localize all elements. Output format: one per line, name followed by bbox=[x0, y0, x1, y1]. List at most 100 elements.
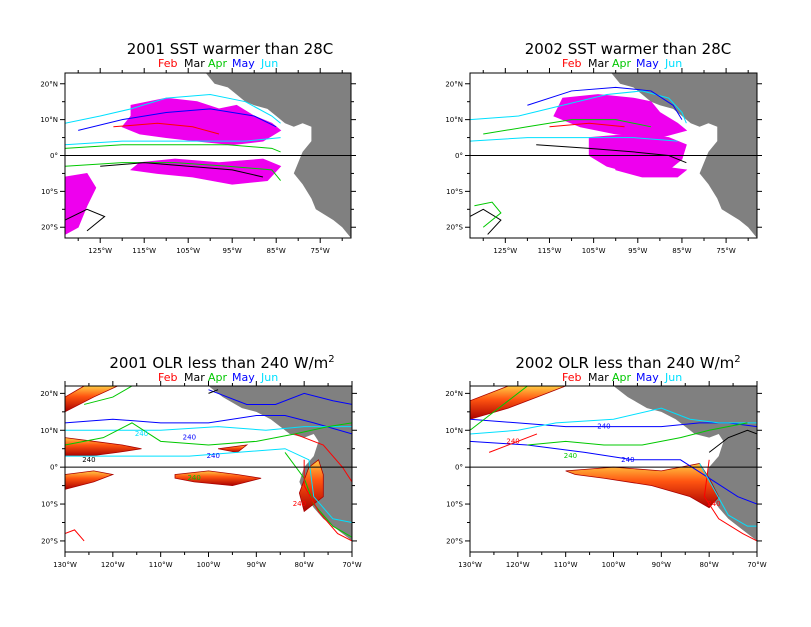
contour-line-apr bbox=[65, 422, 352, 446]
contour-label: 240 bbox=[183, 434, 196, 442]
contour-line-apr bbox=[474, 201, 502, 228]
y-tick-label: 10°S bbox=[446, 501, 463, 509]
contour-label: 240 bbox=[293, 500, 306, 508]
y-tick-label: 10°N bbox=[40, 116, 58, 124]
contour-line-mar bbox=[536, 144, 687, 164]
shaded-region bbox=[565, 463, 720, 509]
plot-area: 240 240 240 240 240 130°W 120°W 110°W 100°W 90°W 8… bbox=[445, 381, 767, 569]
panel-title-text: 2001 OLR less than 240 W/m bbox=[109, 354, 328, 372]
y-tick-label: 0° bbox=[50, 152, 58, 160]
x-tick-label: 80°W bbox=[699, 561, 718, 569]
plot-content: 240 240 240 240 240 bbox=[470, 386, 757, 542]
x-tick-label: 130°W bbox=[53, 561, 77, 569]
contour-line-mar bbox=[100, 162, 264, 178]
y-tick-label: 10°N bbox=[445, 427, 463, 435]
contour-line-apr bbox=[284, 452, 352, 538]
legend-entry-mar: Mar bbox=[184, 57, 205, 70]
x-tick-label: 95°W bbox=[628, 247, 647, 255]
y-tick-label: 10°N bbox=[445, 116, 463, 124]
x-tick-label: 95°W bbox=[223, 247, 242, 255]
legend: Feb Mar Apr May Jun bbox=[158, 57, 278, 70]
y-tick-label: 20°N bbox=[445, 80, 463, 88]
legend-entry-jun: Jun bbox=[260, 57, 278, 70]
legend-entry-mar: Mar bbox=[588, 371, 609, 384]
y-tick-label: 20°S bbox=[41, 224, 58, 232]
legend-entry-may: May bbox=[232, 57, 255, 70]
contour-line-apr bbox=[65, 144, 281, 153]
contour-line-mar bbox=[708, 429, 757, 453]
panel-olr-2001: 2001 OLR less than 240 W/m2 Feb Mar Apr May… bbox=[40, 354, 361, 569]
panel-title: 2001 SST warmer than 28C bbox=[127, 40, 333, 58]
legend-entry-jun: Jun bbox=[260, 371, 278, 384]
x-tick-label: 70°W bbox=[342, 561, 361, 569]
legend-entry-feb: Feb bbox=[158, 371, 177, 384]
panel-title: 2002 SST warmer than 28C bbox=[525, 40, 731, 58]
contour-line-feb bbox=[113, 122, 220, 135]
contour-line-jun bbox=[470, 137, 678, 142]
legend-entry-mar: Mar bbox=[184, 371, 205, 384]
x-tick-label: 105°W bbox=[582, 247, 606, 255]
contour-label: 240 bbox=[82, 456, 95, 464]
panel-title-sup: 2 bbox=[328, 354, 334, 365]
legend-entry-feb: Feb bbox=[158, 57, 177, 70]
contour-label: 240 bbox=[187, 474, 200, 482]
legend-entry-apr: Apr bbox=[612, 57, 632, 70]
land-mass bbox=[205, 73, 351, 238]
contour-line-may bbox=[208, 389, 352, 405]
x-tick-label: 85°W bbox=[267, 247, 286, 255]
contour-label: 240 bbox=[506, 437, 519, 445]
x-tick-label: 120°W bbox=[506, 561, 530, 569]
shaded-region bbox=[588, 133, 687, 174]
x-tick-label: 130°W bbox=[458, 561, 482, 569]
legend: Feb Mar Apr May Jun bbox=[562, 57, 682, 70]
land-mass bbox=[611, 73, 757, 238]
contour-line-jun bbox=[65, 448, 352, 523]
contour-label: 240 bbox=[564, 452, 577, 460]
contour-line-may bbox=[65, 415, 352, 435]
y-tick-label: 20°N bbox=[40, 390, 58, 398]
contour-line-apr bbox=[470, 386, 528, 431]
x-tick-label: 75°W bbox=[311, 247, 330, 255]
legend-entry-may: May bbox=[636, 57, 659, 70]
plot-area: 240 240 240 240 240 240 130°W 120°W 110°W 100°W 90… bbox=[40, 381, 362, 569]
panel-olr-2002: 2002 OLR less than 240 W/m2 Feb Mar Apr May… bbox=[445, 354, 766, 569]
legend-entry-apr: Apr bbox=[208, 57, 228, 70]
contour-line-feb bbox=[303, 459, 352, 542]
legend-entry-jun: Jun bbox=[664, 371, 682, 384]
contour-line-apr bbox=[527, 422, 748, 446]
shaded-region bbox=[553, 94, 688, 138]
y-tick-label: 20°N bbox=[40, 80, 58, 88]
contour-line-jun bbox=[65, 94, 281, 124]
panel-title: 2001 OLR less than 240 W/m2 bbox=[109, 354, 334, 372]
x-tick-label: 115°W bbox=[132, 247, 156, 255]
x-tick-label: 115°W bbox=[538, 247, 562, 255]
contour-label: 240 bbox=[621, 456, 634, 464]
contour-line-apr bbox=[84, 386, 133, 405]
plot-content bbox=[470, 73, 757, 238]
y-tick-label: 10°S bbox=[41, 501, 58, 509]
x-tick-label: 85°W bbox=[672, 247, 691, 255]
contour-line-mar bbox=[470, 208, 502, 235]
plot-content bbox=[65, 73, 351, 238]
contour-line-feb bbox=[488, 433, 538, 453]
contour-line-mar bbox=[208, 389, 219, 394]
y-tick-label: 10°S bbox=[41, 188, 58, 196]
contour-label: 240 bbox=[135, 430, 148, 438]
legend-entry-apr: Apr bbox=[208, 371, 228, 384]
contour-label: 240 bbox=[207, 452, 220, 460]
x-tick-label: 125°W bbox=[493, 247, 517, 255]
shaded-region bbox=[65, 386, 118, 413]
contour-line-mar bbox=[65, 208, 106, 232]
y-tick-label: 20°N bbox=[445, 390, 463, 398]
legend-entry-feb: Feb bbox=[562, 371, 581, 384]
panel-title: 2002 OLR less than 240 W/m2 bbox=[515, 354, 740, 372]
contour-label: 240 bbox=[707, 500, 720, 508]
y-tick-label: 0° bbox=[455, 464, 463, 472]
shaded-region bbox=[65, 172, 97, 235]
legend-entry-may: May bbox=[232, 371, 255, 384]
plot-area: 125°W 115°W 105°W 95°W 85°W 75°W 20°N 10°N 0° 10°… bbox=[445, 68, 762, 255]
y-tick-label: 20°S bbox=[41, 537, 58, 545]
contour-line-feb bbox=[65, 529, 85, 542]
legend-entry-may: May bbox=[636, 371, 659, 384]
contour-line-jun bbox=[470, 90, 687, 124]
